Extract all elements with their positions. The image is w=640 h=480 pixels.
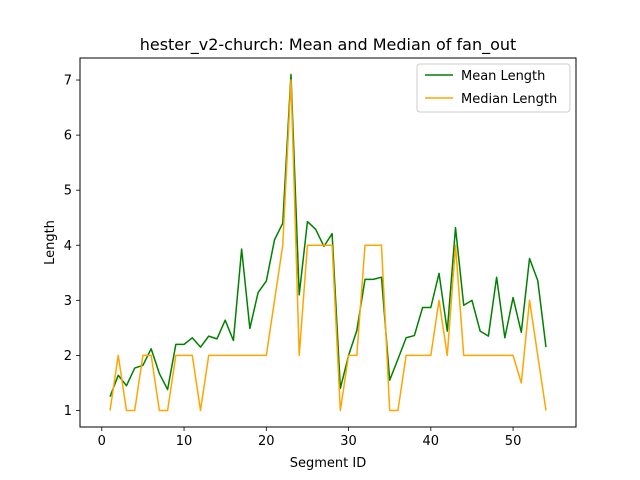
y-axis: 1 2 3 4 5 6 7	[64, 74, 80, 419]
legend: Mean Length Median Length	[416, 63, 571, 113]
x-tick-label: 20	[258, 434, 275, 449]
y-tick-label: 4	[64, 239, 72, 254]
x-tick-label: 30	[340, 434, 357, 449]
y-tick-label: 1	[64, 404, 72, 419]
plot-frame	[79, 57, 577, 428]
y-tick-label: 5	[64, 184, 72, 199]
x-tick-label: 0	[98, 434, 106, 449]
chart-title: hester_v2-church: Mean and Median of fan…	[140, 35, 517, 55]
series-layer	[109, 73, 547, 412]
legend-box	[416, 63, 571, 113]
legend-label-mean-length: Mean Length	[461, 69, 545, 84]
x-tick-label: 50	[505, 434, 522, 449]
x-tick-label: 40	[423, 434, 440, 449]
legend-label-median-length: Median Length	[461, 92, 557, 107]
series-line-mean-length	[109, 73, 547, 397]
y-tick-label: 3	[64, 294, 72, 309]
y-axis-label: Length	[43, 220, 58, 265]
series-line-median-length	[109, 79, 547, 412]
y-tick-label: 2	[64, 349, 72, 364]
x-axis: 0 10 20 30 40 50	[98, 427, 522, 449]
x-tick-label: 10	[176, 434, 193, 449]
x-axis-label: Segment ID	[290, 456, 366, 471]
y-tick-label: 7	[64, 74, 72, 89]
y-tick-label: 6	[64, 129, 72, 144]
